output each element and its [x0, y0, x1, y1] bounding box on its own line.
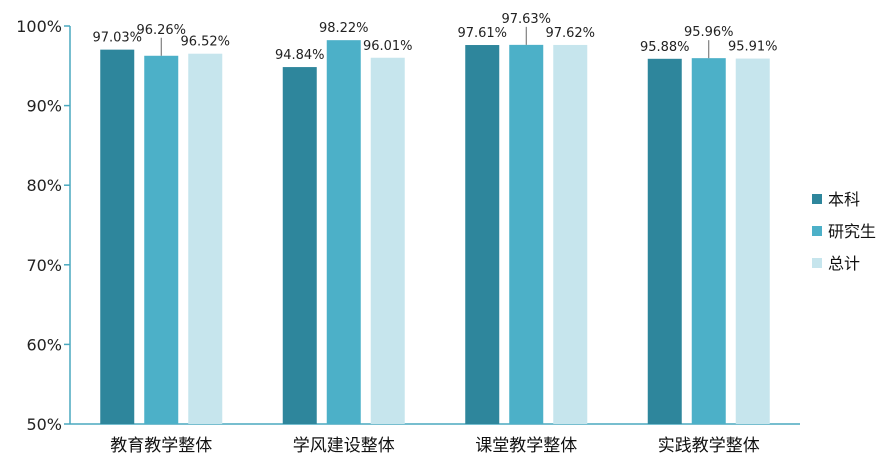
bar-本科-实践教学整体 — [647, 58, 682, 425]
category-labels: 教育教学整体 学风建设整体 课堂教学整体 实践教学整体 — [110, 436, 760, 456]
y-tick-label: 100% — [16, 17, 62, 36]
bar-总计-学风建设整体 — [370, 57, 405, 424]
y-tick-label: 60% — [26, 335, 62, 354]
data-label: 96.01% — [363, 39, 413, 54]
data-label: 97.03% — [92, 31, 142, 46]
data-label: 94.84% — [275, 48, 325, 63]
data-label: 95.88% — [640, 40, 690, 55]
bar-本科-教育教学整体 — [100, 49, 135, 424]
bar-总计-实践教学整体 — [735, 58, 770, 425]
bar-本科-课堂教学整体 — [465, 45, 500, 424]
bar-总计-课堂教学整体 — [553, 44, 588, 425]
y-tick-label: 50% — [26, 415, 62, 434]
legend-label: 总计 — [828, 254, 860, 273]
data-label: 96.26% — [136, 23, 186, 38]
y-tick-label: 80% — [26, 176, 62, 195]
data-label: 97.61% — [457, 26, 507, 41]
y-tick-label: 70% — [26, 256, 62, 275]
category-label: 学风建设整体 — [293, 436, 395, 456]
data-label: 95.96% — [684, 25, 734, 40]
bar-研究生-课堂教学整体 — [509, 44, 544, 424]
data-label: 98.22% — [319, 21, 369, 36]
data-label: 96.52% — [180, 35, 230, 50]
y-tick-label: 90% — [26, 97, 62, 116]
y-axis-ticks: 50% 60% 70% 80% 90% 100% — [16, 17, 70, 434]
bars — [100, 40, 770, 425]
bar-本科-学风建设整体 — [282, 67, 317, 424]
bar-研究生-学风建设整体 — [326, 40, 361, 425]
bar-研究生-教育教学整体 — [144, 55, 179, 425]
data-label: 97.62% — [545, 26, 595, 41]
legend-label: 本科 — [828, 190, 860, 209]
axes — [69, 26, 800, 425]
data-label: 95.91% — [728, 40, 778, 55]
category-label: 实践教学整体 — [658, 436, 760, 456]
legend-swatch — [812, 194, 822, 204]
data-label: 97.63% — [501, 12, 551, 27]
category-label: 教育教学整体 — [110, 436, 212, 456]
legend-swatch — [812, 226, 822, 236]
bar-总计-教育教学整体 — [188, 53, 223, 424]
legend-swatch — [812, 258, 822, 268]
category-label: 课堂教学整体 — [475, 436, 577, 456]
data-labels: 97.03%96.26%96.52% 94.84% 98.22% 96.01% 97.6… — [92, 12, 777, 63]
bar-研究生-实践教学整体 — [691, 58, 726, 425]
legend-label: 研究生 — [828, 222, 876, 241]
